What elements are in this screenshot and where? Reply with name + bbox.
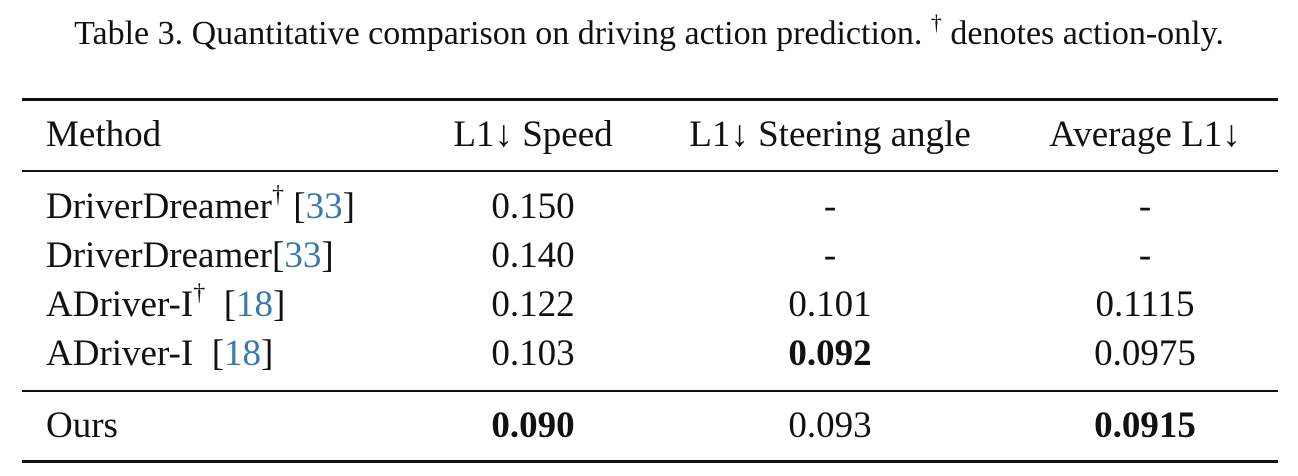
top-rule xyxy=(22,98,1278,101)
spacer xyxy=(284,186,293,227)
citation-close: ] xyxy=(342,186,355,227)
spacer xyxy=(205,284,224,325)
steering-cell: 0.101 xyxy=(788,284,872,325)
ours-speed-best: 0.090 xyxy=(491,405,575,446)
table-caption: Table 3. Quantitative comparison on driv… xyxy=(0,12,1298,56)
header-steering: L1↓ Steering angle xyxy=(689,114,971,155)
citation-link[interactable]: 33 xyxy=(284,235,322,276)
citation-link[interactable]: 33 xyxy=(305,186,343,227)
steering-cell: - xyxy=(823,186,837,227)
caption-dagger: † xyxy=(930,10,942,35)
ours-method: Ours xyxy=(46,405,118,446)
citation-close: ] xyxy=(273,284,286,325)
spacer xyxy=(193,333,212,374)
header-speed: L1↓ Speed xyxy=(453,114,613,155)
citation-link[interactable]: 18 xyxy=(236,284,274,325)
citation-open: [ xyxy=(271,235,285,276)
method-name: ADriver-I xyxy=(46,284,194,325)
caption-text: Table 3. Quantitative comparison on driv… xyxy=(74,15,923,52)
dagger-mark: † xyxy=(193,280,206,306)
citation-open: [ xyxy=(223,284,237,325)
method-name: DriverDreamer xyxy=(46,235,272,276)
header-method: Method xyxy=(46,114,162,155)
steering-cell: - xyxy=(823,235,837,276)
caption-suffix: denotes action-only. xyxy=(950,15,1224,52)
citation-close: ] xyxy=(321,235,334,276)
speed-cell: 0.122 xyxy=(491,284,575,325)
citation-open: [ xyxy=(293,186,306,227)
speed-cell: 0.150 xyxy=(491,186,575,227)
dagger-mark: † xyxy=(271,182,284,208)
speed-cell: 0.103 xyxy=(491,333,575,374)
average-cell: - xyxy=(1138,186,1152,227)
speed-cell: 0.140 xyxy=(491,235,575,276)
bottom-rule xyxy=(22,460,1278,463)
header-rule xyxy=(22,170,1278,172)
method-name: ADriver-I xyxy=(46,333,194,374)
ours-steering: 0.093 xyxy=(788,405,872,446)
method-name: DriverDreamer xyxy=(46,186,272,227)
steering-cell-best: 0.092 xyxy=(788,333,872,374)
table-row-method: ADriver-I [18] xyxy=(46,332,446,376)
average-cell: 0.1115 xyxy=(1095,284,1195,325)
header-average: Average L1↓ xyxy=(1049,114,1241,155)
citation-open: [ xyxy=(211,333,225,374)
table-row-method: DriverDreamer† [33] xyxy=(46,182,446,229)
citation-link[interactable]: 18 xyxy=(224,333,262,374)
ours-rule xyxy=(22,390,1278,392)
table-row-method: ADriver-I† [18] xyxy=(46,280,446,327)
average-cell: 0.0975 xyxy=(1094,333,1196,374)
table-row-method: DriverDreamer[33] xyxy=(46,234,446,278)
average-cell: - xyxy=(1138,235,1152,276)
ours-average-best: 0.0915 xyxy=(1094,405,1196,446)
citation-close: ] xyxy=(261,333,274,374)
